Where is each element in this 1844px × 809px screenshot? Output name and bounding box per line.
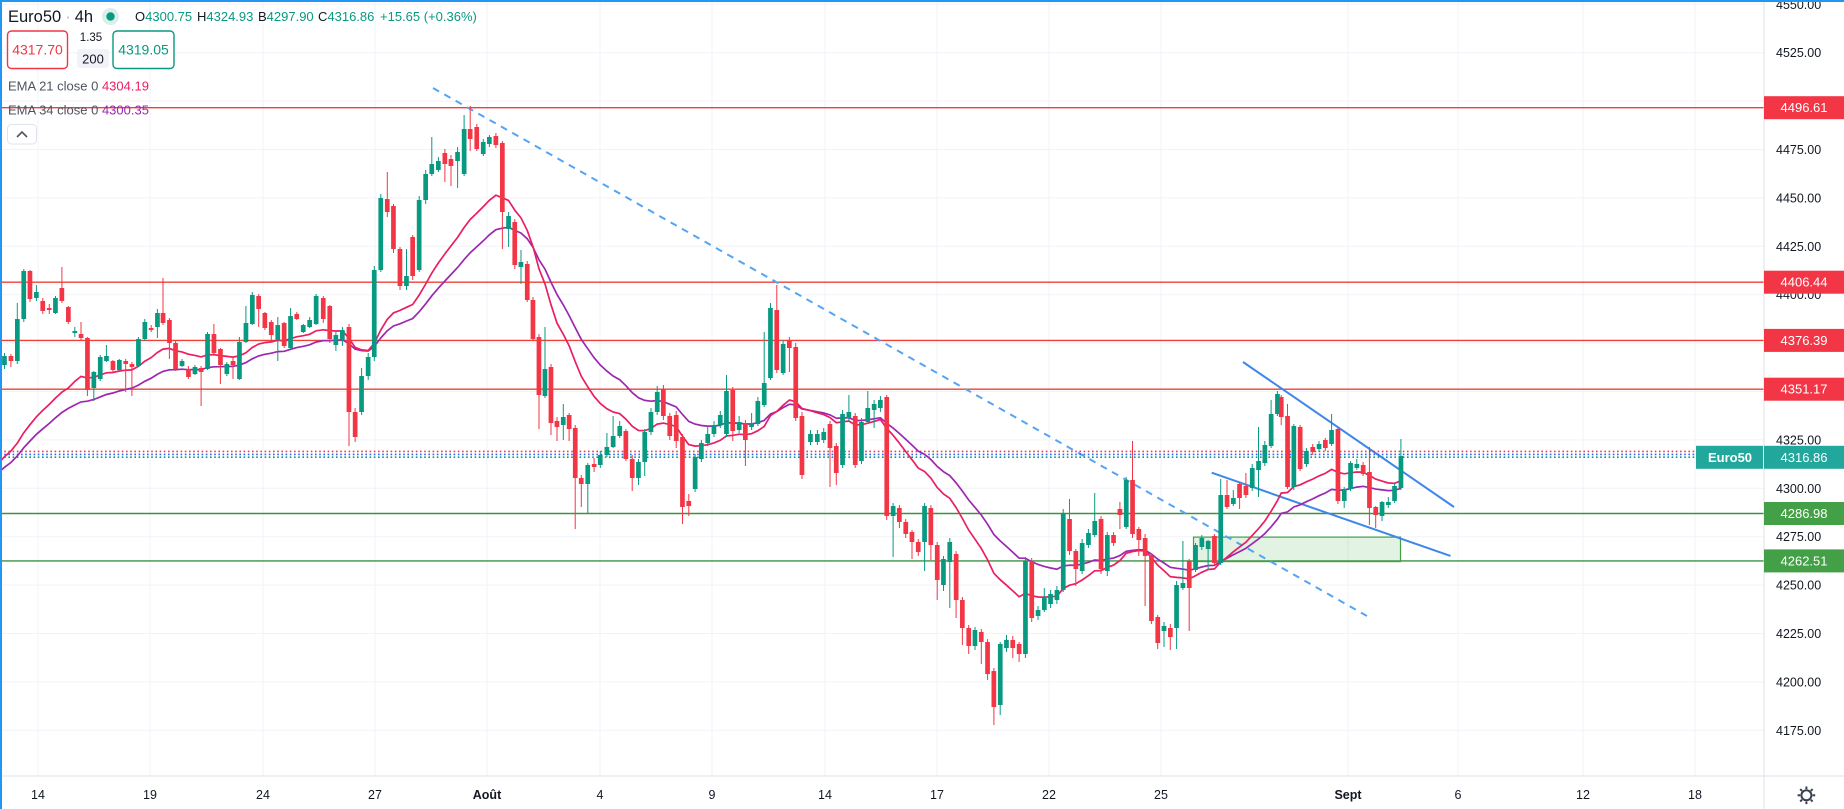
svg-text:4496.61: 4496.61 — [1781, 100, 1828, 115]
svg-text:14: 14 — [818, 788, 832, 802]
svg-text:Août: Août — [473, 788, 502, 802]
svg-text:4406.44: 4406.44 — [1781, 275, 1828, 290]
svg-text:24: 24 — [256, 788, 270, 802]
svg-text:H4324.93: H4324.93 — [197, 9, 253, 24]
svg-text:4325.00: 4325.00 — [1776, 433, 1821, 447]
svg-text:22: 22 — [1042, 788, 1056, 802]
svg-text:17: 17 — [930, 788, 944, 802]
svg-text:4475.00: 4475.00 — [1776, 143, 1821, 157]
svg-text:14: 14 — [31, 788, 45, 802]
svg-text:B4297.90: B4297.90 — [258, 9, 314, 24]
svg-text:19: 19 — [143, 788, 157, 802]
svg-text:4317.70: 4317.70 — [12, 42, 63, 58]
svg-text:4286.98: 4286.98 — [1781, 506, 1828, 521]
svg-text:Sept: Sept — [1334, 788, 1362, 802]
svg-text:EMA 34 close 0 4300.35: EMA 34 close 0 4300.35 — [8, 103, 149, 118]
svg-text:6: 6 — [1455, 788, 1462, 802]
svg-text:4351.17: 4351.17 — [1781, 382, 1828, 397]
svg-text:4316.86: 4316.86 — [1781, 450, 1828, 465]
svg-text:27: 27 — [368, 788, 382, 802]
svg-text:4275.00: 4275.00 — [1776, 530, 1821, 544]
svg-text:9: 9 — [709, 788, 716, 802]
svg-text:4262.51: 4262.51 — [1781, 553, 1828, 568]
svg-text:4: 4 — [597, 788, 604, 802]
svg-text:18: 18 — [1688, 788, 1702, 802]
svg-text:4225.00: 4225.00 — [1776, 627, 1821, 641]
svg-text:1.35: 1.35 — [80, 32, 102, 44]
svg-text:25: 25 — [1154, 788, 1168, 802]
svg-text:4319.05: 4319.05 — [118, 42, 169, 58]
svg-text:12: 12 — [1576, 788, 1590, 802]
svg-text:4300.00: 4300.00 — [1776, 482, 1821, 496]
svg-text:4250.00: 4250.00 — [1776, 579, 1821, 593]
svg-text:+15.65 (+0.36%): +15.65 (+0.36%) — [380, 9, 477, 24]
svg-text:4425.00: 4425.00 — [1776, 240, 1821, 254]
svg-text:200: 200 — [82, 52, 104, 67]
svg-text:4175.00: 4175.00 — [1776, 724, 1821, 738]
svg-text:Euro50: Euro50 — [1708, 450, 1752, 465]
svg-text:4450.00: 4450.00 — [1776, 191, 1821, 205]
svg-text:O4300.75: O4300.75 — [135, 9, 192, 24]
svg-text:4376.39: 4376.39 — [1781, 333, 1828, 348]
svg-text:4550.00: 4550.00 — [1776, 0, 1821, 12]
svg-text:Euro50·4h: Euro50 · 4h — [8, 8, 93, 26]
svg-text:C4316.86: C4316.86 — [318, 9, 374, 24]
svg-text:4525.00: 4525.00 — [1776, 46, 1821, 60]
svg-text:4200.00: 4200.00 — [1776, 675, 1821, 689]
svg-text:EMA 21 close 0 4304.19: EMA 21 close 0 4304.19 — [8, 79, 149, 94]
